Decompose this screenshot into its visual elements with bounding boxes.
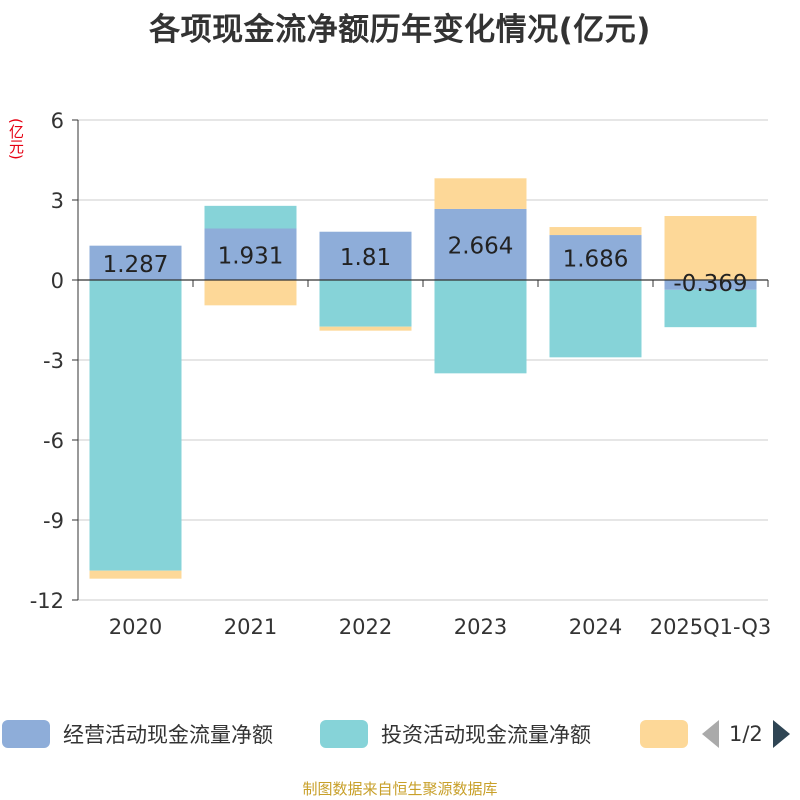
legend-item-investing[interactable]: 投资活动现金流量净额 [320, 712, 591, 756]
legend-swatch-financing [640, 720, 688, 748]
y-tick-label: -3 [43, 349, 64, 373]
legend-page-indicator: 1/2 [729, 722, 763, 746]
data-source-footer: 制图数据来自恒生聚源数据库 [302, 780, 498, 798]
bar-segment [204, 280, 297, 306]
data-label: 1.81 [340, 245, 391, 271]
bar-segment [664, 280, 757, 290]
legend-prev-page-icon[interactable] [702, 720, 719, 748]
bar-segment [549, 227, 642, 236]
bar-segment [434, 280, 527, 374]
data-label: -0.369 [673, 271, 747, 297]
bar-segment [89, 280, 182, 571]
data-label: 2.664 [448, 233, 514, 259]
x-category-label: 2024 [569, 615, 622, 639]
bar-segment [549, 235, 642, 280]
bar-segment [549, 280, 642, 358]
legend-label-investing: 投资活动现金流量净额 [381, 723, 591, 747]
chart-title: 各项现金流净额历年变化情况(亿元) [149, 12, 651, 48]
y-tick-label: -6 [43, 429, 64, 453]
x-category-label: 2021 [224, 615, 277, 639]
legend-swatch-operating [2, 720, 50, 748]
x-category-label: 2025Q1-Q3 [650, 615, 772, 639]
bar-segment [664, 289, 757, 328]
y-tick-label: -9 [43, 509, 64, 533]
bar-segment [664, 216, 757, 280]
bar-segment [204, 205, 297, 229]
legend-next-page-icon[interactable] [772, 720, 790, 748]
y-tick-label: 0 [51, 269, 64, 293]
bar-segment [204, 228, 297, 280]
y-tick-label: -12 [30, 589, 64, 613]
data-label: 1.287 [103, 252, 169, 278]
legend-item-financing[interactable] [640, 712, 688, 756]
data-label: 1.931 [218, 243, 284, 269]
y-tick-label: 3 [51, 189, 64, 213]
y-tick-label: 6 [51, 109, 64, 133]
legend-label-operating: 经营活动现金流量净额 [63, 723, 273, 747]
x-category-label: 2020 [109, 615, 162, 639]
bar-segment [434, 178, 527, 209]
legend-item-operating[interactable]: 经营活动现金流量净额 [2, 712, 273, 756]
bar-segment [319, 326, 412, 331]
data-label: 1.686 [563, 247, 629, 273]
legend-pager: 1/2 [702, 712, 790, 756]
legend-swatch-investing [320, 720, 368, 748]
y-axis-unit-label: (亿元) [7, 118, 25, 160]
legend: 经营活动现金流量净额 投资活动现金流量净额 1/2 [0, 712, 800, 756]
bar-segment [434, 208, 527, 280]
bar-segment [319, 231, 412, 280]
bar-segment [89, 245, 182, 280]
bar-segment [319, 280, 412, 327]
stacked-bar-chart: 6 3 0 -3 -6 -9 -12 1.287 1.931 1.81 2.664 1.686 -0.3… [30, 109, 772, 639]
x-category-label: 2022 [339, 615, 392, 639]
x-category-label: 2023 [454, 615, 507, 639]
bar-segment [89, 570, 182, 579]
